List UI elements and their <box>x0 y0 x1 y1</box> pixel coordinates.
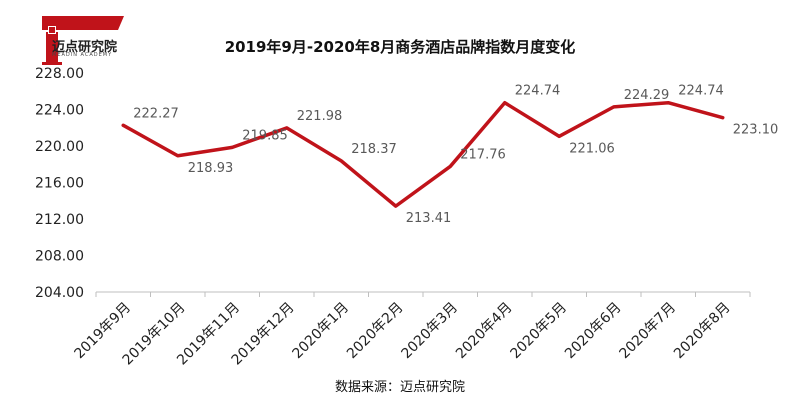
data-label: 224.74 <box>515 84 561 99</box>
data-label: 223.10 <box>733 123 779 138</box>
x-tick-label: 2020年7月 <box>616 300 679 363</box>
y-tick-label: 204.00 <box>35 285 84 301</box>
data-label: 218.37 <box>351 142 397 157</box>
logo-name: 迈点研究院 <box>52 40 118 55</box>
y-tick-label: 216.00 <box>35 176 84 192</box>
data-label: 221.98 <box>297 109 343 124</box>
y-tick-label: 220.00 <box>35 139 84 155</box>
logo-mark-icon <box>42 16 124 65</box>
data-label: 221.06 <box>569 141 615 156</box>
logo-tagline: MEADIN ACADEMY <box>52 52 113 58</box>
data-label: 217.76 <box>460 147 506 162</box>
x-tick-label: 2020年5月 <box>507 300 570 363</box>
series-line <box>121 100 725 208</box>
x-tick-label: 2020年8月 <box>671 300 734 363</box>
y-tick-label: 208.00 <box>35 249 84 265</box>
data-label: 218.93 <box>188 161 234 176</box>
data-label: 213.41 <box>406 211 452 226</box>
data-label: 219.85 <box>242 128 288 143</box>
x-tick-label: 2020年2月 <box>344 300 407 363</box>
y-tick-label: 224.00 <box>35 103 84 119</box>
y-tick-label: 212.00 <box>35 212 84 228</box>
x-tick-label: 2020年1月 <box>289 300 352 363</box>
chart-title: 2019年9月-2020年8月商务酒店品牌指数月度变化 <box>224 38 576 56</box>
x-tick-label: 2020年4月 <box>453 300 516 363</box>
data-source: 数据来源：迈点研究院 <box>334 380 465 395</box>
y-tick-label: 228.00 <box>35 66 84 82</box>
x-tick-label: 2020年6月 <box>562 300 625 363</box>
data-label: 224.74 <box>678 84 724 99</box>
data-label: 224.29 <box>624 88 670 103</box>
data-label: 222.27 <box>133 106 179 121</box>
x-tick-label: 2020年3月 <box>398 300 461 363</box>
logo <box>28 10 148 70</box>
